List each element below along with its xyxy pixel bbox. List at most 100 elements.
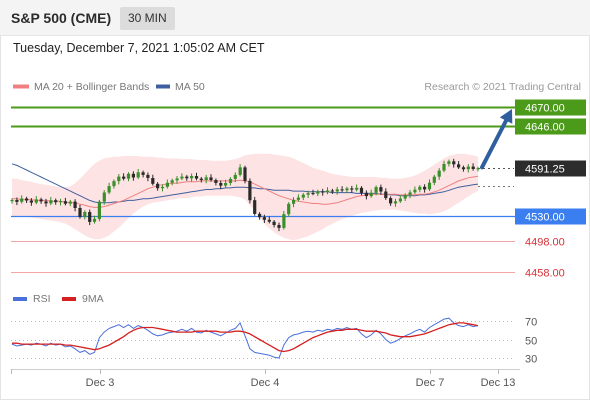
candle-body (418, 186, 422, 190)
candle-body (379, 187, 383, 192)
candle-body (408, 192, 412, 195)
candle-body (350, 188, 354, 190)
candle-body (316, 191, 320, 194)
rsi-tick-label: 30 (525, 354, 537, 366)
candle-body (243, 167, 247, 181)
forecast-arrow-head (499, 109, 513, 124)
candle-body (292, 199, 296, 204)
candle-body (175, 178, 179, 181)
candle-body (374, 187, 378, 193)
candle-body (355, 187, 359, 190)
candle-body (102, 192, 106, 202)
candle-body (112, 181, 116, 187)
candle-body (15, 200, 19, 202)
chart-header: S&P 500 (CME) 30 MIN (0, 0, 590, 36)
candle-body (136, 172, 140, 178)
forecast-arrow-shaft (480, 118, 509, 170)
resistance-label: 4646.00 (525, 122, 565, 134)
resistance-label: 4670.00 (525, 103, 565, 115)
candle-body (253, 200, 257, 214)
candle-body (194, 176, 199, 179)
candle-body (447, 161, 451, 164)
candle-body (73, 201, 77, 208)
candle-body (461, 167, 466, 170)
candle-body (88, 212, 92, 222)
rsi-ma-line (12, 322, 479, 353)
current-price-label: 4591.25 (525, 164, 565, 176)
candle-body (369, 192, 373, 197)
candle-body (296, 197, 300, 200)
rsi-ma-legend-swatch (62, 297, 76, 301)
research-credit: Research © 2021 Trading Central (424, 81, 581, 93)
x-tick-label: Dec 4 (251, 377, 280, 389)
candle-body (63, 201, 67, 204)
candle-body (393, 201, 398, 204)
report-datetime: Tuesday, December 7, 2021 1:05:02 AM CET (13, 41, 265, 55)
candle-body (190, 176, 194, 179)
candle-body (306, 193, 310, 195)
candle-body (83, 212, 87, 218)
target-label: 4458.00 (525, 268, 565, 280)
candle-body (471, 166, 475, 169)
candle-body (233, 174, 237, 179)
candle-body (209, 177, 213, 180)
candle-body (452, 161, 456, 165)
candle-body (262, 217, 266, 220)
ma20-legend-swatch (13, 84, 29, 89)
candle-body (180, 176, 184, 179)
candle-body (287, 203, 291, 215)
forecast-arrow (480, 109, 513, 170)
candle-body (384, 191, 388, 199)
rsi-line (11, 317, 479, 359)
level-labels: 4670.00 4646.00 4591.25 4530.00 4498.00 4458.… (515, 99, 586, 280)
candle-body (437, 170, 441, 177)
candle-body (107, 186, 111, 193)
rsi-ma-legend-label: 9MA (82, 293, 104, 305)
resistance-label-box (515, 99, 586, 116)
candle-body (423, 186, 427, 190)
candle-body (170, 180, 174, 183)
candle-body (224, 183, 228, 186)
timeframe-badge[interactable]: 30 MIN (120, 7, 175, 30)
candle-body (39, 199, 43, 202)
rsi-legend-label: RSI (33, 293, 51, 305)
candle-body (160, 186, 165, 189)
ma20-legend-label: MA 20 + Bollinger Bands (34, 81, 149, 93)
candle-body (78, 208, 82, 217)
candle-body (151, 178, 155, 184)
candle-body (238, 167, 242, 175)
candle-body (389, 198, 393, 204)
candle-body (457, 164, 461, 168)
candle-body (10, 200, 14, 202)
candle-body (321, 191, 325, 193)
candle-body (248, 180, 252, 201)
candle-body (325, 190, 330, 193)
candle-body (466, 166, 470, 170)
ma50-legend-swatch (156, 84, 170, 89)
instrument-title: S&P 500 (CME) (11, 10, 112, 26)
candlesticks (10, 158, 480, 232)
candle-body (54, 200, 58, 203)
candle-body (20, 198, 24, 202)
candle-body (432, 176, 436, 183)
candle-body (398, 198, 402, 202)
candle-body (228, 178, 233, 183)
candle-body (335, 189, 339, 192)
candle-body (476, 168, 480, 170)
candle-body (330, 190, 334, 192)
x-axis: Dec 3 Dec 4 Dec 7 Dec 13 (11, 369, 515, 389)
candle-body (165, 182, 169, 187)
candle-body (122, 176, 126, 179)
candle-body (442, 164, 446, 171)
candle-body (272, 221, 276, 225)
candle-body (345, 188, 349, 191)
candle-body (156, 183, 160, 189)
candle-body (59, 201, 63, 203)
candle-body (219, 183, 223, 186)
candle-body (34, 199, 38, 203)
candle-body (301, 194, 305, 198)
candle-body (364, 192, 368, 197)
candle-body (267, 219, 271, 222)
current-price-box (515, 160, 586, 177)
